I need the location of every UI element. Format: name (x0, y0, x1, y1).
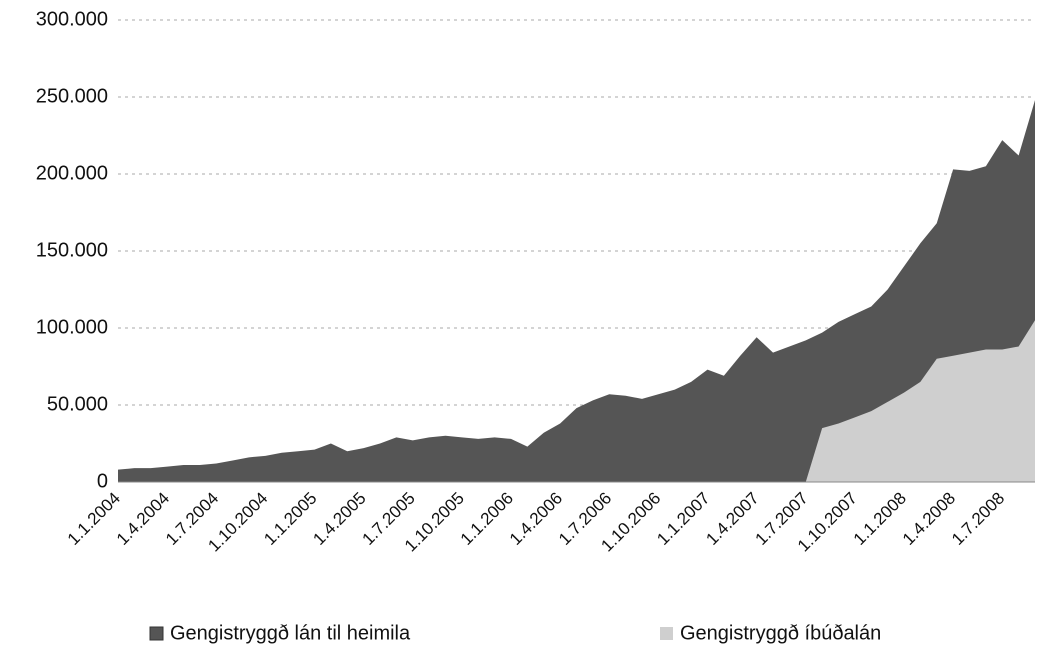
y-tick-label: 0 (97, 470, 108, 492)
legend-label: Gengistryggð lán til heimila (170, 622, 411, 644)
y-tick-label: 300.000 (36, 8, 108, 30)
legend-label: Gengistryggð íbúðalán (680, 622, 881, 644)
x-tick-label: 1.1.2008 (850, 489, 910, 549)
y-tick-label: 250.000 (36, 85, 108, 107)
x-tick-label: 1.1.2004 (64, 489, 124, 549)
y-tick-label: 200.000 (36, 162, 108, 184)
area (118, 100, 1035, 482)
x-tick-label: 1.4.2005 (309, 489, 369, 549)
x-tick-label: 1.4.2004 (113, 489, 173, 549)
area (118, 320, 1035, 482)
x-tick-label: 1.1.2007 (653, 489, 713, 549)
x-tick-label: 1.1.2006 (457, 489, 517, 549)
x-tick-label: 1.4.2006 (506, 489, 566, 549)
y-tick-label: 150.000 (36, 239, 108, 261)
x-tick-label: 1.7.2008 (948, 489, 1008, 549)
legend-swatch (149, 626, 164, 641)
y-tick-label: 100.000 (36, 316, 108, 338)
x-tick-label: 1.4.2007 (702, 489, 762, 549)
legend-swatch (660, 627, 673, 640)
x-tick-label: 1.4.2008 (899, 489, 959, 549)
y-tick-label: 50.000 (47, 393, 108, 415)
x-tick-label: 1.1.2005 (260, 489, 320, 549)
